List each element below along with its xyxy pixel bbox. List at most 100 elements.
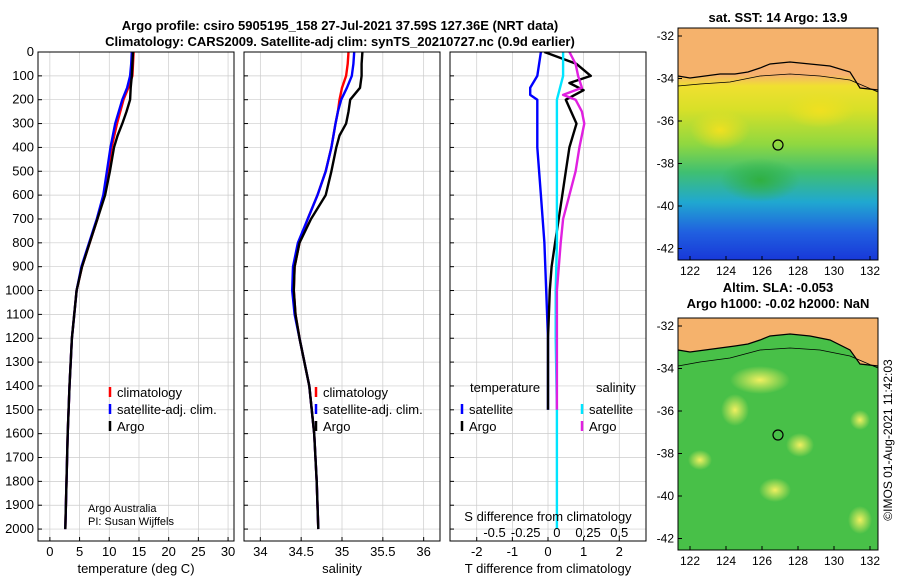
sla-map-frame [677, 317, 879, 551]
map-lat-label: -36 [657, 404, 675, 418]
series-group [291, 52, 364, 530]
y-tick-label: 1200 [5, 330, 34, 345]
y-tick-label: 600 [12, 187, 34, 202]
x-tick-label: 2 [616, 544, 623, 559]
x-tick-label: 25 [191, 544, 205, 559]
sst-coastline [677, 61, 879, 91]
y-tick-label: 400 [12, 139, 34, 154]
y-tick-label: 1300 [5, 354, 34, 369]
y-tick-label: 500 [12, 163, 34, 178]
legend-title-temperature: temperature [470, 380, 540, 395]
secondary-axis-label: S difference from climatology [464, 509, 632, 524]
legend-label: satellite-adj. clim. [117, 402, 217, 417]
sla-map-field [678, 318, 878, 550]
sla-blob [721, 394, 749, 426]
sla-blob [850, 410, 870, 430]
map-lon-label: 122 [680, 264, 700, 278]
sst-map: sat. SST: 14 Argo: 13.9 -32 -34 -36 -38 -40 -… [657, 10, 881, 278]
x-axis-label: salinity [322, 561, 362, 576]
x-tick-label: 20 [161, 544, 175, 559]
credit-text: Argo Australia [88, 503, 157, 515]
x-tick-label: 35.5 [370, 544, 395, 559]
y-tick-label: 0 [27, 44, 34, 59]
legend-label: Argo [469, 419, 496, 434]
y-tick-label: 1700 [5, 450, 34, 465]
sla-blob [759, 478, 791, 502]
x-tick-label: 1 [580, 544, 587, 559]
series-line-t-satellite [529, 52, 550, 410]
sst-map-title: sat. SST: 14 Argo: 13.9 [709, 10, 848, 25]
legend-label: climatology [323, 385, 389, 400]
title-line1: Argo profile: csiro 5905195_158 27-Jul-2… [122, 18, 558, 33]
y-tick-label: 700 [12, 211, 34, 226]
y-tick-label: 1900 [5, 497, 34, 512]
legend-title-salinity: salinity [596, 380, 636, 395]
x-tick-label: -1 [507, 544, 519, 559]
map-lon-label: 128 [788, 264, 808, 278]
x-axis-label: temperature (deg C) [77, 561, 194, 576]
map-lon-label: 130 [824, 554, 844, 568]
x-tick-label: 36 [416, 544, 430, 559]
y-tick-label: 800 [12, 235, 34, 250]
sla-blob [786, 433, 814, 457]
map-lat-label: -38 [657, 157, 675, 171]
map-lat-label: -42 [657, 242, 675, 256]
x-tick-label: 34.5 [289, 544, 314, 559]
y-tick-label: 200 [12, 92, 34, 107]
sla-profile-marker [772, 429, 784, 441]
sst-land-mask [678, 28, 878, 90]
map-lat-label: -38 [657, 447, 675, 461]
map-lat-label: -34 [657, 72, 675, 86]
sla-blob [848, 506, 872, 534]
secondary-tick-label: 0 [553, 525, 560, 540]
sst-warm-blob [785, 92, 855, 128]
panel-temperature: 0 5 10 15 20 25 30 temperature (deg C) 0 100 200 30… [5, 44, 235, 576]
map-lat-label: -40 [657, 199, 675, 213]
credit-text: PI: Susan Wijffels [88, 516, 174, 528]
y-tick-label: 1800 [5, 473, 34, 488]
sla-land-mask [678, 318, 878, 366]
legend-label: satellite [589, 402, 633, 417]
y-tick-label: 1100 [6, 306, 34, 321]
series-line-argo [64, 52, 135, 530]
map-lat-label: -32 [657, 319, 675, 333]
map-lon-label: 122 [680, 554, 700, 568]
secondary-tick-label: -0.5 [483, 525, 505, 540]
series-line-s-argo [555, 52, 586, 410]
legend-label: climatology [117, 385, 183, 400]
sla-shelf-contour [677, 347, 879, 369]
x-tick-label: -2 [471, 544, 483, 559]
legend-label: Argo [323, 419, 350, 434]
y-tick-label: 1400 [5, 378, 34, 393]
panel-salinity: 34 34.5 35 35.5 36 salinity climatology satelli… [243, 51, 441, 576]
y-tick-label: 2000 [5, 521, 34, 536]
legend-label: Argo [117, 419, 144, 434]
map-lat-label: -36 [657, 114, 675, 128]
sla-blob [688, 450, 712, 470]
x-tick-label: 0 [46, 544, 53, 559]
sst-warm-blob [690, 110, 750, 150]
x-tick-label: 10 [102, 544, 116, 559]
series-line-argo [292, 52, 364, 530]
sst-profile-marker [772, 139, 784, 151]
title-line2: Climatology: CARS2009. Satellite-adj cli… [105, 34, 575, 49]
x-tick-label: 5 [76, 544, 83, 559]
x-tick-label: 30 [221, 544, 235, 559]
secondary-tick-label: 0.5 [610, 525, 628, 540]
sst-shelf-contour [677, 73, 879, 93]
map-lon-label: 124 [716, 264, 736, 278]
map-lon-label: 128 [788, 554, 808, 568]
map-lon-label: 130 [824, 264, 844, 278]
sst-cool-blob [720, 158, 800, 202]
map-lon-label: 132 [860, 554, 880, 568]
map-lat-label: -32 [657, 29, 675, 43]
sla-blob [730, 366, 790, 394]
x-tick-label: 15 [132, 544, 146, 559]
series-group [64, 52, 135, 530]
legend-label: Argo [589, 419, 616, 434]
secondary-tick-label: -0.25 [511, 525, 541, 540]
imos-watermark: ©IMOS 01-Aug-2021 11:42:03 [881, 359, 895, 521]
x-axis-label: T difference from climatology [465, 561, 632, 576]
